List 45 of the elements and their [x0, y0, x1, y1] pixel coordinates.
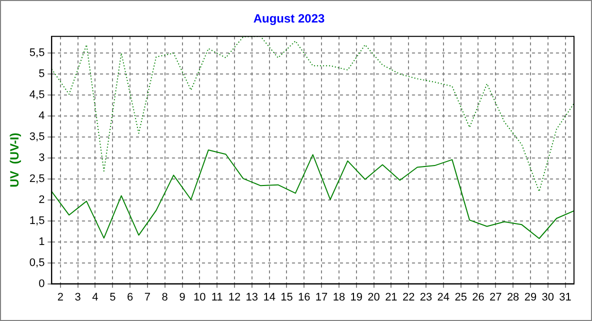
x-tick-label: 7 [144, 291, 151, 304]
x-tick-label: 2 [57, 291, 64, 304]
x-tick-label: 22 [402, 291, 415, 304]
x-tick-label: 31 [559, 291, 572, 304]
y-tick-label: 3 [38, 152, 45, 164]
x-tick-label: 26 [472, 291, 484, 304]
x-tick-label: 5 [110, 291, 116, 304]
y-tick-label: 5 [38, 68, 45, 80]
line-series [52, 36, 574, 192]
x-tick-label: 21 [385, 291, 398, 304]
x-tick-label: 24 [437, 291, 450, 304]
y-tick-label: 2 [38, 194, 45, 206]
x-tick-label: 19 [350, 291, 362, 304]
y-tick-label: 1,5 [29, 214, 45, 227]
x-tick-label: 13 [246, 291, 258, 304]
x-tick-label: 20 [368, 291, 380, 304]
x-tick-label: 15 [280, 291, 293, 304]
x-tick-label: 27 [490, 291, 502, 304]
x-tick-label: 11 [211, 291, 223, 304]
y-tick-label: 1 [38, 236, 45, 248]
x-tick-label: 4 [92, 291, 98, 304]
y-tick-label: 0 [38, 278, 45, 290]
x-tick-label: 12 [228, 291, 241, 304]
y-axis-title: UV (UV-I) [8, 132, 22, 188]
y-tick-label: 5,5 [29, 47, 45, 60]
x-tick-label: 28 [506, 291, 520, 304]
y-tick-label: 4 [38, 110, 45, 122]
x-tick-label: 18 [332, 291, 346, 304]
x-tick-label: 30 [542, 291, 554, 304]
x-tick-label: 17 [315, 291, 328, 304]
y-tick-label: 2,5 [29, 173, 45, 185]
x-tick-label: 29 [524, 291, 537, 304]
x-tick-label: 3 [74, 291, 81, 304]
x-tick-label: 25 [454, 291, 467, 304]
x-tick-label: 6 [126, 291, 134, 304]
x-tick-label: 23 [420, 291, 432, 304]
x-tick-label: 9 [179, 291, 186, 304]
chart-title: August 2023 [253, 12, 325, 26]
x-tick-label: 14 [263, 291, 276, 304]
x-tick-label: 16 [298, 291, 310, 304]
x-tick-label: 8 [162, 291, 168, 304]
x-tick-label: 10 [194, 291, 206, 304]
y-tick-label: 4,5 [29, 89, 45, 102]
y-tick-label: 3,5 [29, 131, 45, 144]
y-tick-label: 0,5 [29, 256, 45, 269]
